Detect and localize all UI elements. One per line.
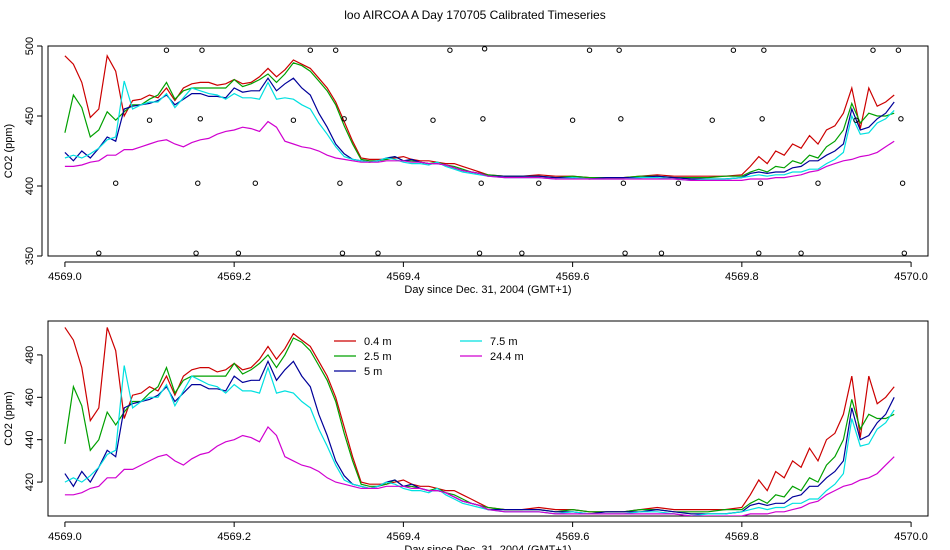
calibration-point	[476, 250, 483, 256]
calibration-point	[375, 250, 381, 256]
x-tick-label: 4570.0	[894, 271, 928, 283]
x-tick-label: 4569.2	[217, 271, 251, 283]
y-axis-label: CO2 (ppm)	[3, 391, 15, 445]
calibration-point	[252, 180, 259, 186]
calibration-point	[163, 47, 170, 53]
y-tick-label: 480	[24, 346, 36, 364]
calibration-point	[235, 250, 242, 256]
calibration-point	[290, 117, 297, 123]
x-tick-label: 4569.2	[217, 531, 251, 543]
series-line-0-4-m	[64, 327, 895, 513]
calibration-point	[112, 180, 119, 186]
top-panel: 4569.0 4569.2 4569.4 4569.6 4569.8 4570.0 Day …	[3, 37, 929, 296]
calibration-point	[730, 47, 737, 53]
chart-title: loo AIRCOA A Day 170705 Calibrated Times…	[344, 8, 606, 22]
x-axis-label: Day since Dec. 31, 2004 (GMT+1)	[404, 544, 571, 550]
calibration-point	[341, 116, 347, 122]
calibration-point	[618, 116, 624, 122]
x-tick-label: 4569.4	[387, 531, 421, 543]
calibration-point	[197, 116, 204, 122]
series-group	[64, 53, 895, 182]
calibration-point	[759, 116, 765, 122]
legend-label: 0.4 m	[364, 336, 392, 348]
plot-frame	[47, 45, 929, 257]
x-tick-label: 4570.0	[894, 531, 928, 543]
calibration-point	[761, 47, 767, 53]
calibration-point	[307, 47, 314, 53]
calibration-point	[478, 180, 484, 186]
x-tick-label: 4569.0	[48, 271, 82, 283]
calibration-point	[569, 117, 576, 123]
series-line-24-4-m	[64, 120, 895, 181]
calibration-point	[447, 47, 453, 53]
calibration-point	[895, 47, 902, 53]
legend-label: 5 m	[364, 366, 382, 378]
calibration-point	[396, 180, 402, 186]
y-tick-label: 420	[24, 473, 36, 491]
calibration-point	[870, 47, 876, 53]
series-line-24-4-m	[64, 426, 895, 516]
y-tick-label: 460	[24, 388, 36, 406]
calibration-point	[519, 250, 525, 256]
x-tick-label: 4569.0	[48, 531, 82, 543]
calibration-point	[337, 180, 343, 186]
calibration-point	[622, 250, 628, 256]
calibration-point	[193, 250, 199, 256]
calibration-point	[332, 47, 339, 53]
calibration-point	[616, 47, 622, 53]
calibration-point	[675, 180, 682, 186]
y-tick-label: 400	[24, 177, 36, 195]
series-line-0-4-m	[64, 53, 895, 179]
calibration-point	[430, 117, 436, 123]
series-line-7-5-m	[64, 365, 895, 516]
calibration-point	[899, 180, 906, 186]
x-tick-label: 4569.6	[556, 531, 590, 543]
series-line-2-5-m	[64, 62, 895, 179]
calibration-point	[756, 250, 762, 256]
legend-label: 7.5 m	[490, 336, 518, 348]
y-tick-label: 440	[24, 431, 36, 449]
calibration-point	[96, 250, 102, 256]
calibration-point	[798, 250, 804, 256]
legend-label: 2.5 m	[364, 351, 392, 363]
bottom-panel: 4569.0 4569.2 4569.4 4569.6 4569.8 4570.0 Day …	[3, 320, 929, 550]
calibration-point	[898, 116, 904, 122]
calibration-point	[658, 250, 665, 256]
series-line-7-5-m	[64, 80, 895, 182]
plot-frame	[47, 320, 929, 517]
calibration-point	[586, 47, 593, 53]
calibration-point	[901, 250, 908, 256]
x-tick-label: 4569.6	[556, 271, 590, 283]
calibration-point	[339, 250, 346, 256]
calibration-point	[853, 117, 859, 123]
legend-label: 24.4 m	[490, 351, 524, 363]
calibration-point	[709, 117, 715, 123]
calibration-point	[815, 180, 821, 186]
y-tick-label: 500	[24, 37, 36, 55]
series-line-5-m	[64, 359, 895, 515]
calibration-point	[757, 180, 764, 186]
calibration-point	[620, 180, 627, 186]
series-line-5-m	[64, 77, 895, 180]
x-tick-label: 4569.8	[725, 531, 759, 543]
legend: 0.4 m 2.5 m 5 m 7.5 m 24.4 m	[334, 336, 524, 378]
series-group	[64, 327, 895, 516]
calibration-point	[146, 117, 153, 123]
calibration-point	[536, 180, 542, 186]
calibration-point	[199, 47, 205, 53]
x-tick-label: 4569.8	[725, 271, 759, 283]
y-tick-label: 350	[24, 247, 36, 265]
calibration-point	[195, 180, 201, 186]
x-tick-label: 4569.4	[387, 271, 421, 283]
y-tick-label: 450	[24, 107, 36, 125]
y-axis-label: CO2 (ppm)	[3, 124, 15, 178]
calibration-point	[480, 116, 486, 122]
x-axis-label: Day since Dec. 31, 2004 (GMT+1)	[404, 284, 571, 296]
series-line-2-5-m	[64, 337, 895, 513]
calibration-point	[481, 46, 488, 52]
